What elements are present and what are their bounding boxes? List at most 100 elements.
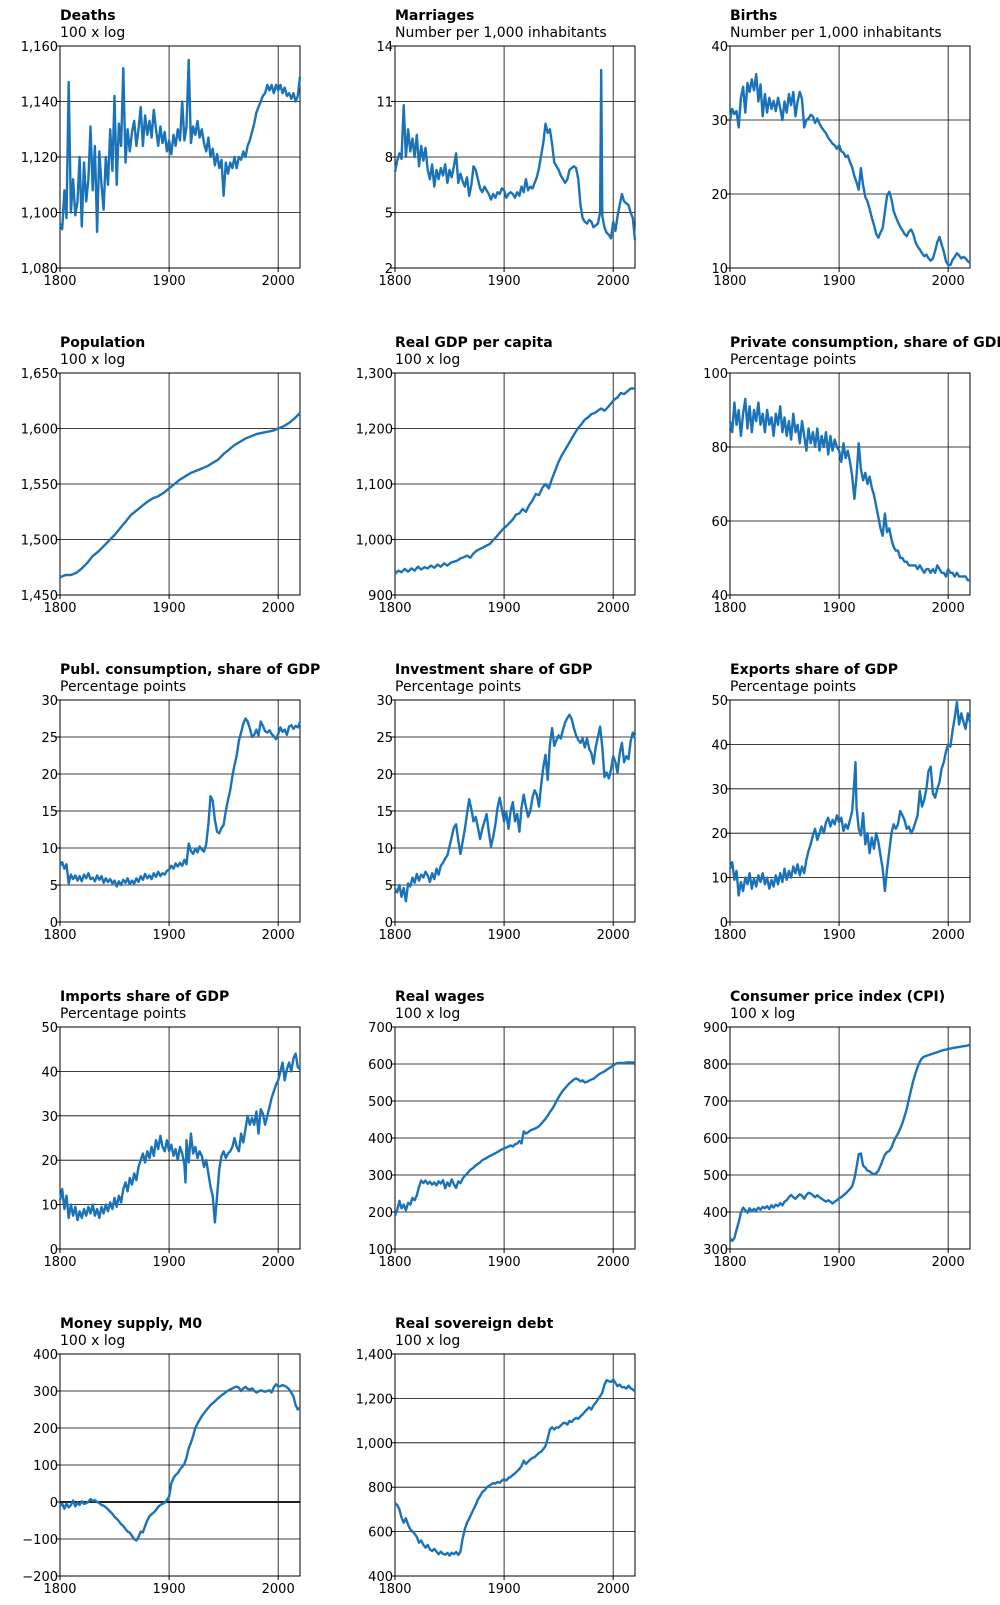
y-tick-label: 10 <box>711 262 728 277</box>
y-tick-label: 15 <box>41 805 58 820</box>
x-tick-label: 1800 <box>378 1255 411 1270</box>
chart-title: Publ. consumption, share of GDP <box>60 662 320 678</box>
x-tick-label: 1800 <box>713 1255 746 1270</box>
chart-subtitle: Percentage points <box>730 352 856 368</box>
x-tick-label: 2000 <box>932 274 965 289</box>
y-tick-label: 1,100 <box>356 478 393 493</box>
chart-subtitle: 100 x log <box>60 352 125 368</box>
y-tick-label: 20 <box>711 188 728 203</box>
x-tick-label: 1800 <box>713 928 746 943</box>
y-tick-label: −100 <box>22 1533 58 1548</box>
chart-title: Imports share of GDP <box>60 989 229 1005</box>
x-tick-label: 1900 <box>488 1582 521 1597</box>
y-tick-label: 1,100 <box>21 207 58 222</box>
chart-title: Exports share of GDP <box>730 662 898 678</box>
panel-private-consumption-share-of-gdp: Private consumption, share of GDPPercent… <box>703 335 1000 616</box>
y-tick-label: 40 <box>41 1065 58 1080</box>
y-tick-label: 15 <box>376 805 393 820</box>
y-tick-label: 30 <box>41 1110 58 1125</box>
y-tick-label: −200 <box>22 1570 58 1585</box>
y-tick-label: 10 <box>41 842 58 857</box>
y-tick-label: 600 <box>368 1058 393 1073</box>
x-tick-label: 1900 <box>488 601 521 616</box>
y-tick-label: 600 <box>368 1526 393 1541</box>
x-tick-label: 1800 <box>43 274 76 289</box>
y-tick-label: 900 <box>368 589 393 604</box>
y-tick-label: 400 <box>368 1570 393 1585</box>
y-tick-label: 500 <box>703 1169 728 1184</box>
y-tick-label: 30 <box>376 694 393 709</box>
y-tick-label: 20 <box>41 768 58 783</box>
x-tick-label: 1900 <box>488 274 521 289</box>
chart-title: Births <box>730 8 777 24</box>
y-tick-label: 300 <box>368 1169 393 1184</box>
x-tick-label: 1900 <box>823 274 856 289</box>
y-tick-label: 8 <box>385 151 393 166</box>
x-tick-label: 1900 <box>823 601 856 616</box>
y-tick-label: 50 <box>711 694 728 709</box>
x-tick-label: 1800 <box>713 274 746 289</box>
y-tick-label: 600 <box>703 1132 728 1147</box>
y-tick-label: 1,650 <box>21 367 58 382</box>
y-tick-label: 300 <box>703 1243 728 1258</box>
y-tick-label: 900 <box>703 1021 728 1036</box>
series-line <box>728 701 972 897</box>
y-tick-label: 1,550 <box>21 478 58 493</box>
y-tick-label: 1,140 <box>21 96 58 111</box>
y-tick-label: 100 <box>33 1459 58 1474</box>
y-tick-label: 10 <box>711 872 728 887</box>
chart-title: Money supply, M0 <box>60 1316 202 1332</box>
x-tick-label: 1800 <box>378 274 411 289</box>
chart-subtitle: 100 x log <box>60 1333 125 1349</box>
y-tick-label: 400 <box>368 1132 393 1147</box>
chart-subtitle: 100 x log <box>60 25 125 41</box>
x-tick-label: 2000 <box>262 1255 295 1270</box>
x-tick-label: 1800 <box>43 1582 76 1597</box>
x-tick-label: 1800 <box>378 1582 411 1597</box>
x-tick-label: 1900 <box>153 928 186 943</box>
y-tick-label: 1,200 <box>356 1392 393 1407</box>
chart-title: Consumer price index (CPI) <box>730 989 945 1005</box>
x-tick-label: 1800 <box>713 601 746 616</box>
x-tick-label: 2000 <box>932 601 965 616</box>
y-tick-label: 30 <box>41 694 58 709</box>
x-tick-label: 2000 <box>597 1255 630 1270</box>
x-tick-label: 1900 <box>153 1255 186 1270</box>
plot-frame <box>729 372 971 596</box>
series-line <box>728 72 971 267</box>
y-tick-label: 10 <box>376 842 393 857</box>
chart-title: Real sovereign debt <box>395 1316 554 1332</box>
series-line <box>393 68 637 241</box>
y-tick-label: 400 <box>703 1206 728 1221</box>
x-tick-label: 1800 <box>378 601 411 616</box>
series-line <box>394 387 635 575</box>
series-line <box>393 1061 635 1217</box>
y-tick-label: 10 <box>41 1199 58 1214</box>
x-tick-label: 2000 <box>597 1582 630 1597</box>
series-line <box>59 412 301 579</box>
x-tick-label: 2000 <box>262 601 295 616</box>
chart-subtitle: Percentage points <box>395 679 521 695</box>
x-tick-label: 1900 <box>153 274 186 289</box>
y-tick-label: 0 <box>50 916 58 931</box>
y-tick-label: 700 <box>368 1021 393 1036</box>
y-tick-label: 700 <box>703 1095 728 1110</box>
y-tick-label: 200 <box>368 1206 393 1221</box>
y-tick-label: 400 <box>33 1348 58 1363</box>
chart-title: Marriages <box>395 8 474 24</box>
series-line <box>58 717 302 888</box>
y-tick-label: 1,160 <box>21 40 58 55</box>
series-line <box>729 1043 971 1243</box>
y-tick-label: 60 <box>711 515 728 530</box>
y-tick-label: 50 <box>41 1021 58 1036</box>
y-tick-label: 14 <box>376 40 393 55</box>
